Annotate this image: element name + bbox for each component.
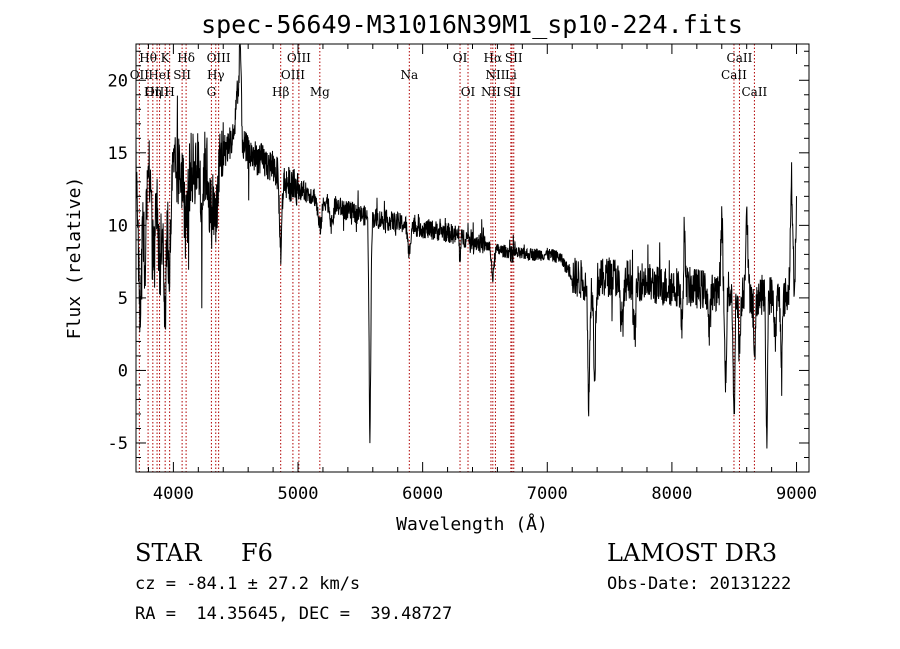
- plot-frame: [135, 43, 810, 473]
- line-marker-label: CaII: [721, 68, 747, 82]
- line-marker-label: OIII: [207, 51, 231, 65]
- line-marker-label: SII: [173, 68, 191, 82]
- survey-name: LAMOST DR3: [607, 539, 778, 567]
- x-axis-label: Wavelength (Å): [396, 513, 548, 535]
- x-tick-label: 4000: [153, 484, 194, 504]
- x-tick-label: 7000: [527, 484, 568, 504]
- line-marker-label: Na: [400, 68, 418, 82]
- x-tick-label: 6000: [402, 484, 443, 504]
- x-axis: 4000 5000 6000 7000 8000 9000: [147, 44, 817, 504]
- line-marker-label: HeI: [148, 68, 171, 82]
- spectral-subclass: F6: [241, 539, 273, 567]
- y-tick-label: 20: [108, 71, 128, 91]
- line-marker-label: CaII: [727, 51, 753, 65]
- line-marker-label: G: [207, 85, 217, 99]
- line-marker-label: OIII: [287, 51, 311, 65]
- y-axis: -5 0 5 10 15 20: [108, 50, 809, 458]
- line-marker-label: Hη: [144, 85, 162, 99]
- y-tick-label: 15: [108, 144, 128, 164]
- line-marker-label: SII: [505, 51, 523, 65]
- line-marker-label: Mg: [310, 85, 330, 99]
- object-type: STAR: [135, 539, 202, 567]
- y-tick-label: 0: [118, 361, 128, 381]
- line-marker-label: CaII: [741, 85, 767, 99]
- line-marker-label: OI: [461, 85, 476, 99]
- line-marker-label: OIII: [145, 85, 169, 99]
- coordinates: RA = 14.35645, DEC = 39.48727: [135, 604, 453, 624]
- x-tick-label: 5000: [278, 484, 319, 504]
- y-axis-label: Flux (relative): [64, 177, 85, 340]
- line-marker-label: Hγ: [207, 68, 225, 82]
- spectrum-line: [135, 44, 797, 449]
- line-marker-label: NII: [485, 68, 505, 82]
- line-marker-label: Hθ: [139, 51, 157, 65]
- x-tick-label: 9000: [776, 484, 817, 504]
- line-marker-label: OII: [130, 68, 150, 82]
- line-marker-label: Hα: [484, 51, 503, 65]
- y-tick-label: 5: [118, 289, 128, 309]
- line-marker-label: Hβ: [272, 85, 289, 99]
- line-marker-label: Hδ: [177, 51, 195, 65]
- x-tick-label: 8000: [651, 484, 692, 504]
- chart-title: spec-56649-M31016N39M1_sp10-224.fits: [201, 10, 743, 39]
- line-marker-label: K: [161, 51, 171, 65]
- line-marker-label: H: [164, 85, 174, 99]
- obs-date: Obs-Date: 20131222: [607, 574, 792, 594]
- line-marker-label: NII: [481, 85, 501, 99]
- y-tick-label: 10: [108, 216, 128, 236]
- redshift-text: cz = -84.1 ± 27.2 km/s: [135, 574, 361, 594]
- y-tick-label: -5: [108, 434, 128, 454]
- line-marker-label: SII: [503, 85, 521, 99]
- line-marker-label: OI: [453, 51, 468, 65]
- line-marker-label: Li: [505, 68, 517, 82]
- line-marker-label: OIII: [281, 68, 305, 82]
